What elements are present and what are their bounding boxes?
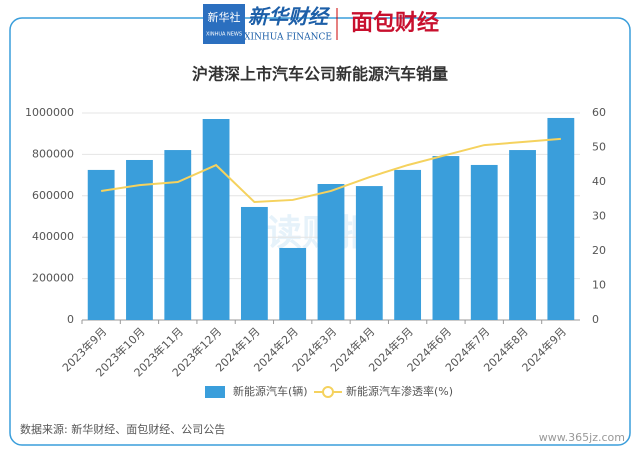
y2-tick-label: 0	[592, 313, 599, 326]
legend-label: 新能源汽车渗透率(%)	[346, 384, 453, 398]
bar	[202, 119, 230, 321]
logo: 新华财经	[248, 5, 331, 29]
y-tick-label: 400000	[32, 230, 74, 243]
bar	[355, 186, 383, 320]
y2-tick-label: 50	[592, 141, 606, 154]
legend-swatch	[322, 386, 334, 398]
y-tick-label: 1000000	[25, 106, 74, 119]
y2-tick-label: 20	[592, 244, 606, 257]
bar	[240, 206, 268, 320]
line	[101, 137, 561, 204]
bar	[432, 156, 460, 320]
bar	[509, 150, 536, 320]
bar	[87, 169, 115, 320]
bar	[547, 117, 575, 320]
logo: 面包财经	[351, 10, 439, 36]
legend-label: 新能源汽车(辆)	[233, 384, 308, 398]
logo: 新华社	[208, 10, 241, 24]
y2-tick-label: 40	[592, 175, 606, 188]
bar	[164, 150, 192, 320]
y-tick-label: 0	[67, 313, 74, 326]
footer: www.365jz.com	[539, 431, 625, 444]
bar	[394, 169, 422, 320]
bar	[317, 184, 345, 320]
chart-title: 沪港深上市汽车公司新能源汽车销量	[192, 65, 448, 84]
source: 数据来源: 新华财经、面包财经、公司公告	[20, 422, 225, 436]
y2-tick-label: 10	[592, 279, 606, 292]
y-tick-label: 800000	[32, 147, 74, 160]
y-tick-label: 200000	[32, 272, 74, 285]
logo-box	[203, 4, 245, 44]
logo-sub: XINHUA FINANCE	[244, 33, 332, 43]
y2-tick-label: 60	[592, 106, 606, 119]
y2-tick-label: 30	[592, 210, 606, 223]
logo-sub: XINHUA NEWS	[206, 32, 242, 38]
y-tick-label: 600000	[32, 189, 74, 202]
bar	[279, 247, 307, 320]
legend-swatch	[205, 386, 225, 398]
bar	[470, 164, 498, 320]
